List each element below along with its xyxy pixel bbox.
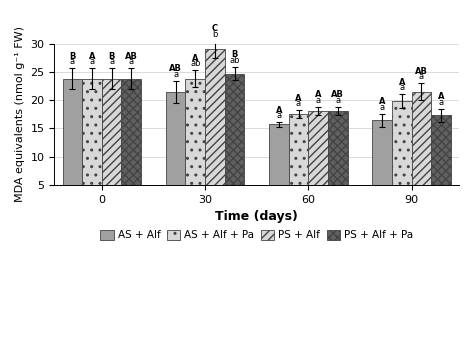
Text: a: a <box>419 72 424 81</box>
Text: a: a <box>380 103 385 112</box>
Text: A: A <box>438 92 444 101</box>
Text: A: A <box>89 52 95 61</box>
Text: a: a <box>109 57 114 66</box>
Text: a: a <box>173 70 178 79</box>
Text: B: B <box>109 52 115 61</box>
Bar <box>121 79 141 185</box>
Text: a: a <box>316 96 321 105</box>
Bar <box>82 79 102 185</box>
Text: a: a <box>90 57 95 66</box>
Text: a: a <box>438 98 444 107</box>
Text: a: a <box>276 111 282 120</box>
Y-axis label: MDA equivalents (nmol g⁻¹ FW): MDA equivalents (nmol g⁻¹ FW) <box>15 26 25 202</box>
Text: b: b <box>212 30 218 39</box>
Bar <box>372 120 392 185</box>
Text: B: B <box>231 50 237 59</box>
Text: a: a <box>70 57 75 66</box>
X-axis label: Time (days): Time (days) <box>215 210 298 223</box>
Text: ab: ab <box>190 59 201 68</box>
Text: AB: AB <box>331 90 344 99</box>
Text: ab: ab <box>229 56 240 65</box>
Text: B: B <box>69 52 76 61</box>
Text: C: C <box>212 24 218 33</box>
Bar <box>269 125 289 185</box>
Bar <box>166 92 185 185</box>
Text: A: A <box>315 90 321 99</box>
Text: a: a <box>296 99 301 108</box>
Bar <box>102 79 121 185</box>
Text: A: A <box>295 94 302 103</box>
Text: AB: AB <box>169 64 182 73</box>
Bar <box>205 49 225 185</box>
Text: a: a <box>399 84 404 93</box>
Text: AB: AB <box>125 52 138 61</box>
Text: A: A <box>399 78 405 87</box>
Bar <box>63 79 82 185</box>
Text: a: a <box>335 96 340 105</box>
Text: a: a <box>129 57 134 66</box>
Text: A: A <box>379 97 385 106</box>
Bar <box>289 114 308 185</box>
Bar <box>392 101 411 185</box>
Bar <box>411 92 431 185</box>
Bar <box>431 115 451 185</box>
Bar <box>328 111 347 185</box>
Text: AB: AB <box>415 66 428 76</box>
Legend: AS + Alf, AS + Alf + Pa, PS + Alf, PS + Alf + Pa: AS + Alf, AS + Alf + Pa, PS + Alf, PS + … <box>96 226 418 245</box>
Bar <box>185 79 205 185</box>
Text: A: A <box>192 54 199 63</box>
Bar <box>308 111 328 185</box>
Bar <box>225 74 244 185</box>
Text: A: A <box>276 106 282 115</box>
